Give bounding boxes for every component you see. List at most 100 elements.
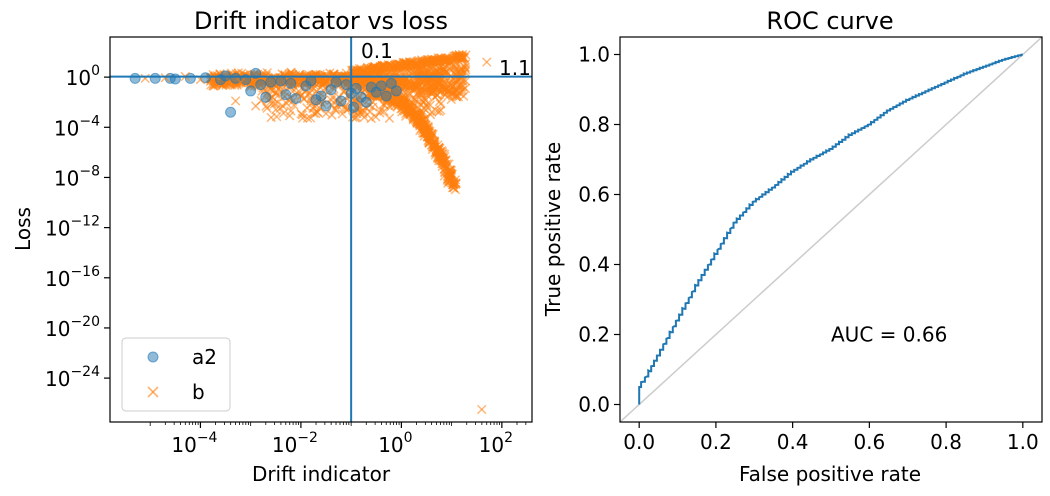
series-a2-point: [260, 91, 272, 103]
series-b-point: [441, 53, 451, 63]
series-b-point: [422, 122, 433, 133]
auc-annotation: AUC = 0.66: [831, 323, 947, 347]
series-b-point: [419, 103, 429, 114]
series-b-point: [460, 83, 471, 94]
vertical-threshold-label: 0.1: [361, 39, 393, 63]
y-tick-label: 0.2: [578, 323, 610, 347]
x-tick-label: 100: [378, 430, 412, 457]
y-tick-label: 0.6: [578, 183, 610, 207]
series-a2-point: [149, 72, 161, 84]
y-tick-label: 1.0: [578, 43, 610, 67]
drift-plot-area: [110, 37, 532, 422]
roc-axes-frame: [619, 36, 1043, 423]
series-b-point: [271, 104, 281, 115]
series-b-point: [385, 102, 395, 112]
y-tick-label: 10−4: [54, 113, 100, 140]
series-a2-point: [290, 92, 302, 104]
series-b-point: [418, 107, 429, 118]
series-b-point: [262, 103, 272, 113]
horizontal-threshold-label: 1.1: [499, 56, 531, 80]
roc-plot-area: [620, 37, 1042, 422]
series-b-point: [286, 106, 296, 116]
series-b-point: [296, 91, 306, 101]
series-b-point: [454, 70, 465, 80]
series-b-point: [435, 87, 445, 98]
legend: a2 b: [121, 337, 231, 412]
y-tick-label: 10−12: [45, 214, 100, 241]
series-b-point: [454, 51, 465, 61]
drift-y-label: Loss: [11, 207, 35, 251]
x-tick-label: 1.0: [1007, 430, 1039, 454]
series-b-point: [393, 99, 404, 110]
drift-loss-panel: Drift indicator vs loss 10−4 10−2 100 102 1…: [11, 7, 533, 486]
drift-y-ticks: 100 10−4 10−8 10−12 10−16 10−20 10−24: [45, 63, 110, 391]
y-tick-label: 10−24: [45, 364, 100, 391]
series-a2-point: [129, 72, 141, 84]
series-a2-point: [320, 100, 332, 112]
series-b-point: [347, 68, 357, 78]
y-tick-label: 10−16: [45, 264, 100, 291]
series-b-point: [447, 182, 458, 193]
drift-axes-frame: [109, 36, 533, 423]
series-b-point: [409, 110, 420, 121]
series-b-point: [397, 107, 407, 117]
series-a2-point: [169, 73, 181, 85]
series-b-point: [434, 96, 445, 107]
x-tick-label: 10−4: [171, 430, 217, 457]
series-b-point: [271, 87, 281, 97]
legend-label-b: b: [192, 380, 205, 404]
series-b-point: [445, 176, 455, 186]
series-b-point: [422, 85, 432, 95]
series-a2-point: [255, 79, 267, 91]
series-b-cloud: [205, 49, 471, 195]
series-b-point: [305, 113, 316, 123]
x-tick-label: 0.2: [700, 430, 732, 454]
series-b-point: [401, 89, 411, 99]
x-tick-label: 0.0: [623, 430, 655, 454]
series-b-point: [434, 106, 445, 117]
series-b-point: [366, 113, 376, 124]
series-b-point: [370, 62, 380, 72]
x-tick-label: 0.4: [777, 430, 809, 454]
series-b-point: [482, 57, 492, 67]
series-b-point: [230, 96, 241, 106]
series-a2: [129, 67, 402, 118]
series-a2-point: [335, 95, 347, 107]
series-a2-point: [360, 96, 372, 108]
series-b-point: [442, 175, 453, 185]
series-a2-point: [225, 106, 237, 118]
series-b-point: [423, 54, 433, 65]
series-b-point: [418, 92, 429, 102]
series-b-point: [394, 59, 404, 70]
y-tick-label: 10−20: [45, 314, 100, 341]
series-b-point: [140, 73, 150, 84]
series-b-point: [351, 112, 361, 122]
series-b-point: [384, 61, 394, 71]
y-tick-label: 0.8: [578, 113, 610, 137]
roc-chart-title: ROC curve: [766, 7, 893, 35]
roc-panel: ROC curve 0.0 0.2 0.4 0.6 0.8 1.0 0.00.20.40.…: [541, 7, 1043, 486]
roc-x-label: False positive rate: [739, 462, 921, 486]
series-a2-point: [245, 85, 257, 97]
series-b-point: [432, 106, 442, 116]
legend-marker-a2: [147, 351, 159, 363]
series-b-point: [375, 105, 386, 116]
series-b-point: [440, 160, 451, 170]
series-b-point: [432, 77, 443, 88]
series-b-point: [456, 63, 467, 73]
series-b-point: [407, 60, 417, 70]
x-tick-label: 0.6: [853, 430, 885, 454]
series-b-point: [337, 109, 348, 119]
y-tick-label: 0.4: [578, 253, 610, 277]
series-b-point: [428, 83, 439, 93]
series-b-point: [278, 101, 288, 111]
series-b-point: [408, 86, 419, 97]
series-b-point: [431, 55, 442, 65]
roc-x-ticks: 0.0 0.2 0.4 0.6 0.8 1.0: [623, 422, 1039, 454]
series-b-point: [384, 113, 395, 123]
roc-y-label: True positive rate: [541, 142, 565, 317]
series-a2-point: [230, 72, 242, 84]
series-b-point: [302, 113, 313, 123]
series-b-point: [327, 110, 337, 120]
series-a2-point: [390, 85, 402, 97]
